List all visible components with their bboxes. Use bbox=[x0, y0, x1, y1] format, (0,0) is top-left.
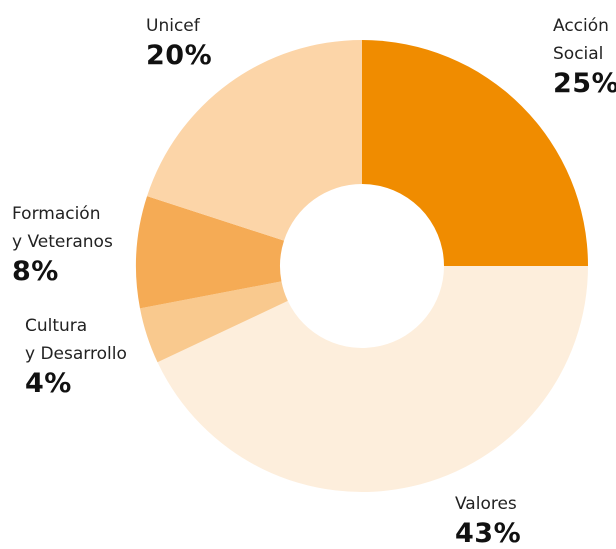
slice-label: Acción Social 25% bbox=[553, 12, 616, 100]
category-label: Acción Social bbox=[553, 16, 609, 64]
category-label: Unicef bbox=[146, 16, 200, 36]
donut-slice bbox=[157, 266, 588, 492]
donut-slice bbox=[362, 40, 588, 266]
slice-label: Formación y Veteranos 8% bbox=[12, 200, 113, 288]
donut-slice bbox=[147, 40, 362, 241]
value-label: 25% bbox=[553, 68, 616, 99]
slice-label: Unicef 20% bbox=[146, 12, 212, 72]
category-label: Cultura y Desarrollo bbox=[25, 316, 127, 364]
value-label: 8% bbox=[12, 256, 59, 287]
value-label: 43% bbox=[455, 518, 522, 549]
donut-slice bbox=[136, 196, 285, 309]
value-label: 20% bbox=[146, 40, 213, 71]
donut-slice bbox=[140, 281, 288, 363]
slice-label: Cultura y Desarrollo 4% bbox=[25, 312, 127, 400]
category-label: Valores bbox=[455, 494, 517, 514]
category-label: Formación y Veteranos bbox=[12, 204, 113, 252]
value-label: 4% bbox=[25, 368, 72, 399]
slice-label: Valores 43% bbox=[455, 490, 521, 549]
